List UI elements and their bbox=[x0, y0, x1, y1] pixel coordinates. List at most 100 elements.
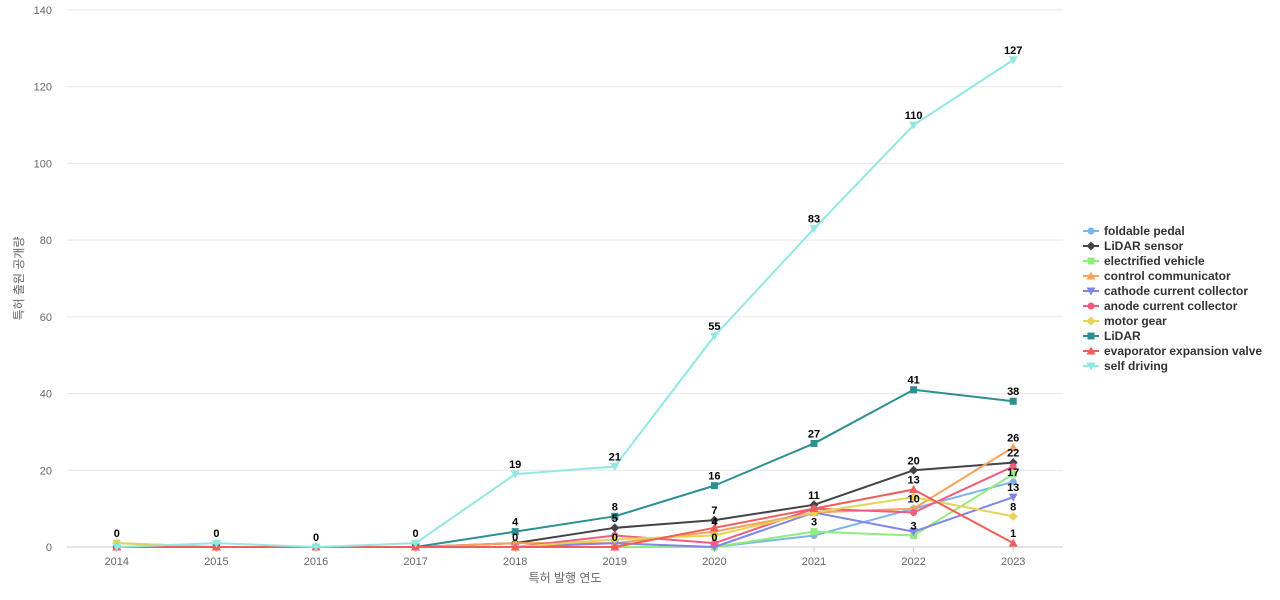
data-point bbox=[909, 492, 919, 502]
data-point bbox=[709, 515, 719, 525]
legend-label: evaporator expansion valve bbox=[1104, 344, 1262, 358]
data-point bbox=[411, 539, 421, 548]
data-point bbox=[611, 512, 619, 520]
data-point bbox=[709, 523, 719, 532]
data-point bbox=[1009, 462, 1017, 470]
data-point bbox=[810, 439, 818, 447]
legend-item[interactable]: electrified vehicle bbox=[1083, 254, 1205, 268]
data-label: 0 bbox=[213, 528, 219, 540]
data-label: 41 bbox=[907, 375, 919, 387]
data-label: 110 bbox=[905, 110, 923, 122]
data-label: 27 bbox=[808, 428, 820, 440]
data-label: 13 bbox=[1007, 482, 1019, 494]
data-point bbox=[1008, 511, 1018, 521]
data-label: 19 bbox=[509, 459, 521, 471]
data-label: 11 bbox=[808, 490, 820, 502]
legend-item[interactable]: LiDAR bbox=[1083, 329, 1141, 343]
y-tick-label: 40 bbox=[40, 389, 52, 401]
data-label: 0 bbox=[512, 532, 518, 544]
data-point bbox=[510, 542, 520, 551]
data-point bbox=[809, 225, 819, 234]
series-anode-current-collector bbox=[113, 462, 1017, 551]
legend-item[interactable]: anode current collector bbox=[1083, 299, 1238, 313]
series-self-driving bbox=[112, 56, 1018, 552]
legend-item[interactable]: LiDAR sensor bbox=[1083, 239, 1184, 253]
data-label: 0 bbox=[711, 532, 717, 544]
data-label: 8 bbox=[612, 501, 618, 513]
legend-marker bbox=[1086, 362, 1096, 371]
x-tick-label: 2020 bbox=[702, 556, 726, 568]
legend-marker bbox=[1086, 241, 1096, 251]
data-label: 10 bbox=[907, 494, 919, 506]
legend-item[interactable]: control communicator bbox=[1083, 269, 1231, 283]
data-point bbox=[809, 504, 819, 513]
data-point bbox=[709, 332, 719, 341]
series-line bbox=[116, 496, 1014, 548]
series-line bbox=[116, 496, 1014, 548]
legend-marker bbox=[1087, 227, 1095, 235]
legend-label: electrified vehicle bbox=[1104, 254, 1205, 268]
data-label: 17 bbox=[1007, 467, 1019, 479]
x-tick-label: 2016 bbox=[304, 556, 328, 568]
data-label: 13 bbox=[907, 474, 919, 486]
data-point bbox=[211, 539, 221, 548]
data-label: 83 bbox=[808, 214, 820, 226]
data-point bbox=[610, 542, 620, 551]
series-motor-gear bbox=[112, 492, 1018, 552]
data-point bbox=[910, 386, 918, 394]
data-point bbox=[511, 528, 519, 536]
legend-label: motor gear bbox=[1104, 314, 1167, 328]
data-point bbox=[709, 530, 719, 540]
data-label: 22 bbox=[1007, 448, 1019, 460]
x-tick-label: 2017 bbox=[403, 556, 427, 568]
legend-item[interactable]: cathode current collector bbox=[1083, 284, 1248, 298]
legend-label: control communicator bbox=[1104, 269, 1231, 283]
data-point bbox=[1008, 442, 1018, 451]
legend-item[interactable]: self driving bbox=[1083, 359, 1168, 373]
series-lidar-sensor bbox=[112, 458, 1018, 552]
data-label: 4 bbox=[711, 517, 718, 529]
legend-marker bbox=[1086, 316, 1096, 326]
data-label: 127 bbox=[1004, 45, 1022, 57]
data-label: 4 bbox=[512, 517, 519, 529]
y-tick-label: 20 bbox=[40, 465, 52, 477]
series-line bbox=[116, 388, 1014, 548]
data-point bbox=[909, 528, 919, 537]
legend-item[interactable]: foldable pedal bbox=[1083, 224, 1185, 238]
data-label: 26 bbox=[1007, 432, 1019, 444]
data-point bbox=[810, 528, 818, 536]
data-point bbox=[710, 482, 718, 490]
data-point bbox=[910, 508, 918, 516]
x-tick-label: 2015 bbox=[204, 556, 228, 568]
legend-item[interactable]: motor gear bbox=[1083, 314, 1167, 328]
data-label: 5 bbox=[612, 513, 618, 525]
data-label: 8 bbox=[1010, 501, 1016, 513]
legend-marker bbox=[1087, 302, 1095, 310]
data-point bbox=[311, 543, 321, 552]
y-tick-label: 120 bbox=[34, 82, 52, 94]
data-label: 38 bbox=[1007, 386, 1019, 398]
data-label: 16 bbox=[708, 471, 720, 483]
data-point bbox=[1008, 538, 1018, 547]
data-point bbox=[510, 470, 520, 479]
series-line bbox=[116, 488, 1014, 548]
legend-label: self driving bbox=[1104, 359, 1168, 373]
y-tick-label: 140 bbox=[34, 5, 52, 17]
legend-marker bbox=[1086, 346, 1096, 355]
series-group bbox=[112, 56, 1018, 552]
data-point bbox=[909, 465, 919, 475]
data-point bbox=[1008, 56, 1018, 65]
legend-label: LiDAR bbox=[1104, 329, 1141, 343]
legend-label: anode current collector bbox=[1104, 299, 1238, 313]
y-axis-title: 특허 출원 공개량 bbox=[12, 237, 26, 321]
data-point bbox=[909, 121, 919, 130]
y-tick-label: 80 bbox=[40, 235, 52, 247]
x-axis-title: 특허 발행 연도 bbox=[529, 570, 602, 585]
legend-marker bbox=[1086, 271, 1096, 280]
data-point bbox=[112, 543, 122, 552]
legend-marker bbox=[1087, 332, 1095, 340]
legend-item[interactable]: evaporator expansion valve bbox=[1083, 344, 1262, 358]
